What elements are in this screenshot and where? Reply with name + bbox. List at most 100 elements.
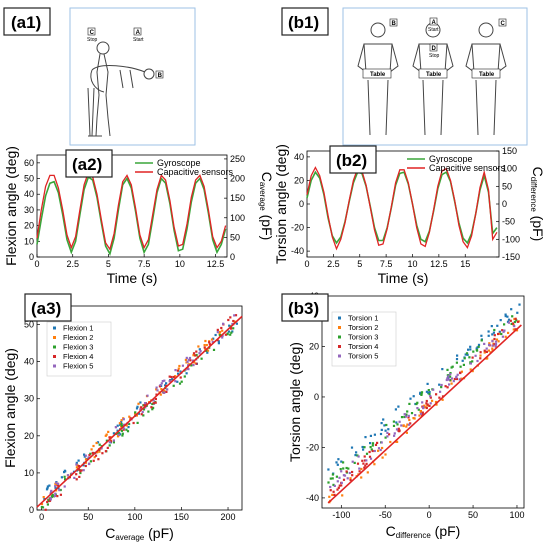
scatter-point [358, 468, 360, 470]
scatter-point [367, 471, 369, 473]
scatter-point [484, 350, 486, 352]
scatter-point [384, 453, 386, 455]
scatter-point [488, 330, 490, 332]
scatter-point [178, 365, 180, 367]
y-tick-label: -20 [306, 442, 319, 452]
y-tick-label: 20 [24, 431, 34, 441]
scatter-point [204, 344, 206, 346]
scatter-point [507, 332, 509, 334]
scatter-point [515, 318, 517, 320]
x-tick-label: 0 [39, 512, 44, 522]
scatter-point [441, 368, 443, 370]
x-axis-label: Time (s) [378, 270, 429, 286]
scatter-point [517, 321, 519, 323]
scatter-point [215, 334, 217, 336]
svg-text:(b3): (b3) [288, 299, 319, 318]
scatter-point [222, 323, 224, 325]
scatter-point [518, 304, 520, 306]
scatter-point [173, 376, 175, 378]
scatter-point [380, 433, 382, 435]
scatter-point [451, 366, 453, 368]
y-axis-label: Flexion angle (deg) [2, 348, 18, 468]
scatter-point [88, 463, 90, 465]
marker-c: C [90, 30, 95, 36]
scatter-point [199, 348, 201, 350]
y-axis-label: Torsion angle (deg) [273, 144, 289, 264]
legend-swatch [53, 346, 56, 349]
scatter-point [221, 330, 223, 332]
scatter-point [401, 416, 403, 418]
scatter-point [217, 329, 219, 331]
scatter-point [456, 362, 458, 364]
scatter-point [408, 403, 410, 405]
scatter-point [393, 435, 395, 437]
scatter-point [469, 348, 471, 350]
x-tick-label: 12.5 [430, 259, 448, 269]
scatter-point [408, 415, 410, 417]
scatter-point [495, 343, 497, 345]
word-stop: Stop [87, 37, 98, 43]
x-tick-label: 2.5 [327, 259, 340, 269]
x-tick-label: 200 [221, 512, 236, 522]
scatter-point [43, 496, 45, 498]
scatter-point [141, 413, 143, 415]
chart-b3: -100-50050100-40-2002040Torsion 1Torsion… [287, 291, 524, 540]
scatter-point [160, 394, 162, 396]
scatter-point [137, 403, 139, 405]
scatter-point [107, 431, 109, 433]
scatter-point [340, 468, 342, 470]
scatter-point [479, 355, 481, 357]
scatter-point [337, 480, 339, 482]
scatter-point [438, 397, 440, 399]
scatter-point [381, 447, 383, 449]
y-axis-label: Torsion angle (deg) [287, 342, 303, 462]
y2-tick-label: 150 [230, 193, 245, 203]
scatter-point [421, 391, 423, 393]
scatter-point [187, 361, 189, 363]
scatter-point [344, 475, 346, 477]
scatter-point [354, 462, 356, 464]
scatter-point [127, 430, 129, 432]
x-tick-label: 0 [427, 510, 432, 520]
x-tick-label: 12.5 [207, 259, 225, 269]
scatter-point [140, 406, 142, 408]
chart-a2: 0 2.5 5 7.5 10 12.501020304050600501001502002… [3, 146, 275, 286]
legend-swatch [53, 355, 56, 358]
scatter-point [155, 402, 157, 404]
legend-label: Torsion 4 [348, 342, 378, 351]
scatter-point [483, 343, 485, 345]
legend-label: Capacitive sensors [157, 167, 234, 177]
scatter-point [136, 406, 138, 408]
scatter-point [394, 432, 396, 434]
scatter-point [50, 497, 52, 499]
scatter-point [365, 459, 367, 461]
scatter-point [153, 402, 155, 404]
svg-text:(b2): (b2) [336, 151, 367, 170]
y-tick-label: 40 [294, 152, 304, 162]
scatter-point [393, 421, 395, 423]
scatter-point [510, 320, 512, 322]
scatter-point [435, 393, 437, 395]
scatter-point [150, 406, 152, 408]
scatter-point [409, 398, 411, 400]
scatter-point [426, 400, 428, 402]
scatter-point [361, 460, 363, 462]
scatter-point [362, 463, 364, 465]
y2-tick-label: 150 [502, 146, 517, 156]
scatter-point [468, 356, 470, 358]
scatter-point [118, 434, 120, 436]
scatter-point [327, 481, 329, 483]
scatter-point [427, 404, 429, 406]
scatter-point [451, 383, 453, 385]
scatter-point [92, 445, 94, 447]
scatter-point [421, 401, 423, 403]
y-tick-label: 10 [24, 468, 34, 478]
scatter-point [109, 441, 111, 443]
scatter-point [159, 384, 161, 386]
scatter-point [360, 468, 362, 470]
scatter-point [370, 446, 372, 448]
x-axis-label: Caverage (pF) [105, 525, 174, 542]
scatter-point [170, 376, 172, 378]
scatter-point [387, 428, 389, 430]
scatter-point [51, 495, 53, 497]
